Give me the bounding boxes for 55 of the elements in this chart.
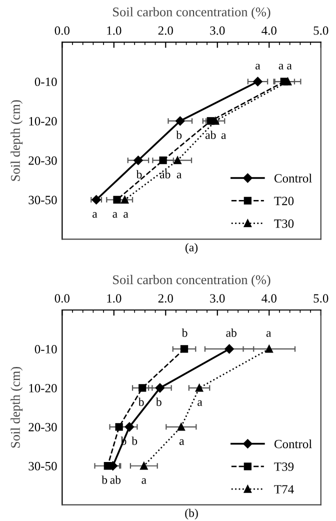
x-tick-label: 5.0 xyxy=(314,26,328,35)
annotation: a xyxy=(92,212,98,218)
annotation: b xyxy=(132,436,138,445)
annotation: a xyxy=(124,212,128,218)
annotation: a xyxy=(198,400,202,406)
y-tick-label: 0-10 xyxy=(34,344,57,354)
x-tick-label: 4.0 xyxy=(262,294,276,303)
x-tick-label: 4.0 xyxy=(262,26,276,35)
annotation: a xyxy=(256,64,260,70)
annotation: b xyxy=(156,398,162,406)
legend-label: T74 xyxy=(274,485,294,494)
annotation: a xyxy=(179,439,184,445)
y-tick-label: 30-50 xyxy=(28,196,57,204)
annotation: a xyxy=(112,212,118,218)
x-tick-label: 1.0 xyxy=(107,26,122,35)
y-tick-label: 0-10 xyxy=(34,78,57,86)
annotation: a xyxy=(142,478,146,484)
annotation: b xyxy=(136,170,142,178)
annotation: ab xyxy=(206,130,216,140)
annotation: b xyxy=(138,398,144,406)
y-tick-label: 20-30 xyxy=(28,156,57,165)
y-axis-title: Soil depth (cm) xyxy=(10,100,23,181)
x-axis-title: Soil carbon concentration (%) xyxy=(113,274,270,287)
annotation: a xyxy=(221,133,226,140)
x-tick-label: 3.0 xyxy=(210,294,225,303)
y-tick-label: 10-20 xyxy=(29,117,57,126)
x-tick-label: 5.0 xyxy=(314,294,328,303)
annotation: a xyxy=(176,172,182,178)
annotation: a xyxy=(278,64,284,70)
annotation: b xyxy=(102,476,108,484)
legend-label: Control xyxy=(274,174,312,183)
x-tick-label: 2.0 xyxy=(158,26,173,35)
x-tick-label: 0.0 xyxy=(54,294,70,303)
annotation: ab xyxy=(226,328,236,337)
x-tick-label: 1.0 xyxy=(107,294,122,303)
legend-label: T20 xyxy=(274,196,294,206)
x-tick-label: 0.0 xyxy=(54,26,70,35)
y-tick-label: 30-50 xyxy=(28,462,57,470)
x-tick-label: 3.0 xyxy=(210,26,225,35)
annotation: ab xyxy=(160,170,170,178)
x-axis-title: Soil carbon concentration (%) xyxy=(113,7,270,20)
y-tick-label: 20-30 xyxy=(28,422,57,432)
text: (a) xyxy=(185,243,198,254)
annotation: a xyxy=(287,64,292,70)
legend-label: T30 xyxy=(274,219,294,228)
annotation: a xyxy=(266,331,272,337)
text: (b) xyxy=(185,508,198,520)
annotation: b xyxy=(182,328,188,337)
y-axis-title: Soil depth (cm) xyxy=(10,366,23,448)
legend-label: T39 xyxy=(274,462,294,471)
x-tick-label: 2.0 xyxy=(158,294,173,303)
annotation: b xyxy=(176,130,182,140)
y-tick-label: 10-20 xyxy=(29,384,57,392)
legend-label: Control xyxy=(274,439,312,448)
annotation: ab xyxy=(110,476,121,484)
